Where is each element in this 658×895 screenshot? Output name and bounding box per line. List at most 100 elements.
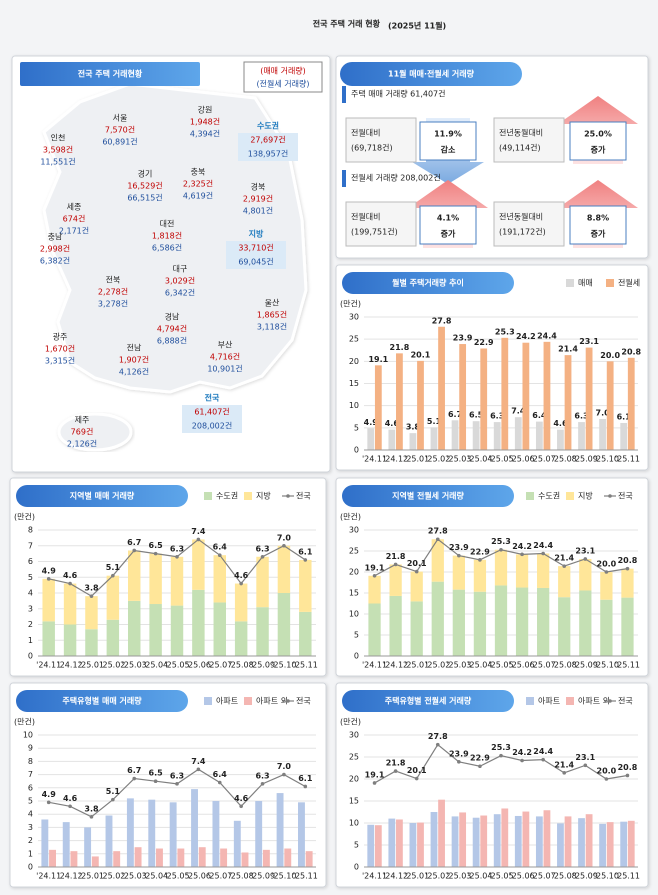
compare-box: [493, 201, 565, 247]
bar: [128, 600, 141, 656]
compare-box: [345, 201, 417, 247]
bar: [515, 554, 529, 588]
region-rent: 208,002건: [192, 421, 232, 431]
rate-box: [569, 121, 627, 161]
value-label: 22.9: [470, 547, 490, 556]
y-tick-label: 0: [354, 652, 359, 661]
value-label: 4.6: [385, 419, 400, 428]
line-point: [435, 742, 440, 747]
region-sales: 7,570건: [105, 125, 135, 135]
chart-title-bg: [16, 485, 188, 507]
y-tick-label: 10: [349, 401, 359, 410]
page-subtitle: (2025년 11월): [388, 21, 446, 31]
compare-base: (191,172건): [499, 227, 546, 237]
x-tick-label: '25.05: [164, 661, 189, 670]
legend-swatch: [244, 697, 252, 705]
region-name: 경북: [251, 182, 266, 192]
bar: [564, 355, 572, 450]
line-point: [457, 760, 461, 764]
line-point: [372, 573, 377, 578]
line-point: [625, 566, 630, 571]
map-legend-box: [243, 61, 323, 93]
region-sales: 1,670건: [45, 344, 75, 354]
bar: [473, 559, 487, 592]
legend-label: 아파트 외: [256, 696, 288, 706]
bar: [191, 789, 198, 867]
bar: [388, 818, 396, 867]
x-tick-label: '25.04: [143, 872, 168, 881]
x-tick-label: '25.01: [404, 455, 429, 464]
bar: [277, 593, 291, 656]
x-tick-label: '25.10: [594, 872, 619, 881]
region-sales: 4,794건: [157, 324, 187, 334]
value-label: 19.1: [368, 355, 388, 364]
value-label: 7.4: [511, 407, 526, 416]
bar: [368, 603, 381, 656]
chart-title: 지역별 전월세 거래량: [392, 491, 464, 501]
line-point: [435, 537, 440, 542]
x-tick-label: '24.12: [383, 661, 408, 670]
bar: [557, 429, 564, 450]
x-tick-label: '25.03: [446, 455, 471, 464]
x-tick-label: '24.12: [58, 661, 83, 670]
value-label: 23.9: [453, 334, 473, 343]
x-tick-label: '25.06: [510, 661, 535, 670]
region-sales: 4,716건: [210, 352, 240, 362]
line-point: [132, 776, 137, 781]
bar: [170, 605, 184, 656]
page-title: 전국 주택 거래 현황: [313, 19, 381, 29]
x-tick-label: '25.11: [615, 661, 640, 670]
x-tick-label: '24.12: [383, 455, 408, 464]
rate-box: [419, 205, 477, 245]
value-label: 20.0: [600, 351, 620, 360]
x-tick-label: '24.12: [58, 872, 83, 881]
value-label: 5.1: [106, 787, 121, 796]
region-value-bg: [226, 241, 286, 269]
bar: [585, 347, 593, 450]
value-label: 4.6: [63, 794, 78, 803]
bar: [256, 607, 269, 656]
value-label: 5.1: [106, 563, 121, 572]
y-tick-label: 5: [28, 797, 33, 806]
x-tick-label: '25.08: [552, 455, 577, 464]
legend-swatch: [244, 492, 252, 500]
bar: [535, 816, 543, 867]
x-tick-label: '25.11: [293, 872, 318, 881]
bar: [535, 421, 543, 450]
x-tick-label: '25.03: [122, 661, 147, 670]
region-name: 충북: [191, 168, 206, 177]
region-rent: 4,394건: [190, 129, 220, 139]
bar: [438, 799, 445, 867]
value-label: 6.7: [448, 410, 462, 419]
value-label: 20.0: [597, 560, 617, 569]
bar: [49, 849, 56, 867]
value-label: 6.5: [149, 541, 164, 550]
change: 증가: [591, 229, 606, 239]
line-point: [89, 815, 94, 819]
bar: [579, 590, 592, 656]
bar: [389, 595, 402, 656]
bar: [134, 847, 142, 867]
x-tick-label: '25.09: [573, 872, 598, 881]
x-tick-label: '25.11: [293, 661, 318, 670]
legend-swatch: [204, 492, 212, 500]
value-label: 6.4: [213, 543, 228, 552]
value-label: 20.8: [621, 347, 641, 356]
x-tick-label: '25.03: [446, 661, 471, 670]
x-tick-label: '24.11: [362, 872, 387, 881]
region-sales: 1,818건: [152, 231, 182, 241]
value-label: 6.3: [170, 771, 184, 780]
legend-label: 지방: [256, 491, 271, 501]
value-label: 4.9: [42, 790, 57, 799]
change: 증가: [441, 229, 456, 239]
bar: [564, 816, 572, 867]
value-label: 6.7: [127, 766, 141, 775]
bar: [627, 820, 635, 867]
bar: [417, 360, 424, 450]
bar: [620, 821, 628, 867]
legend-swatch: [566, 697, 574, 705]
bar: [126, 798, 134, 867]
compare-base: (49,114건): [499, 143, 541, 153]
line-point: [46, 577, 51, 581]
